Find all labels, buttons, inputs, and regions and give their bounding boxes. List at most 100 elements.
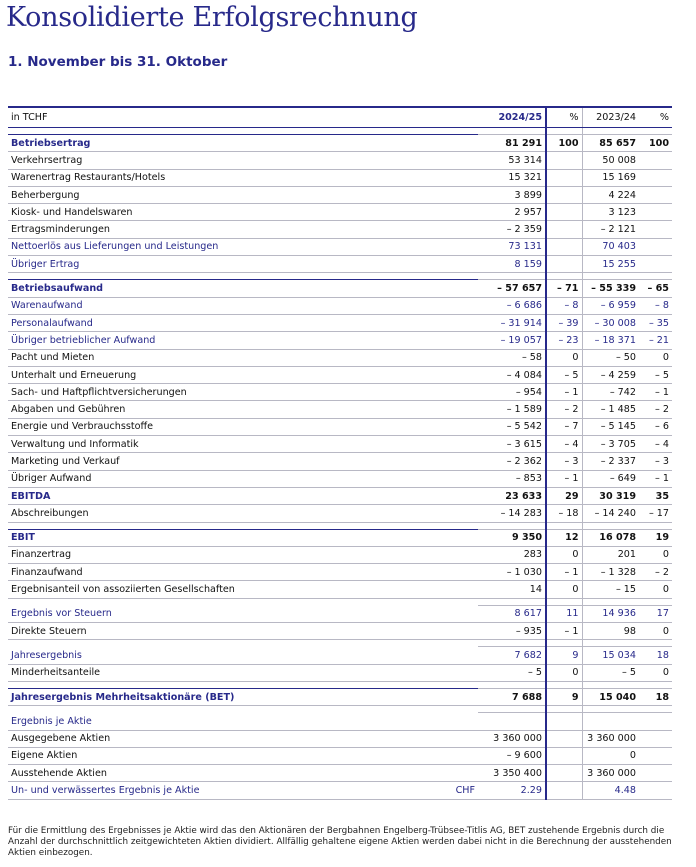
cell-cur-pct: – 2 (546, 400, 583, 419)
label-text: Ausstehende Aktien (11, 767, 107, 779)
label-text: EBITDA (11, 490, 51, 502)
cell-prev: – 5 145 (582, 418, 639, 437)
cell-cur-pct: 9 (546, 687, 583, 707)
table-row: Sach- und Haftpflichtversicherungen – 954… (8, 383, 672, 402)
row-label: Verkehrsertrag (8, 151, 478, 170)
row-label: Energie und Verbrauchsstoffe (8, 418, 478, 437)
spacer-cell (478, 639, 547, 648)
label-text: Unterhalt und Erneuerung (11, 369, 137, 381)
row-label: Finanzertrag (8, 546, 478, 565)
spacer-cell (639, 127, 672, 135)
table-row: Kiosk- und Handelswaren 2 957 3 123 (8, 203, 672, 222)
cell-cur: 14 (478, 580, 547, 599)
cell-cur: – 57 657 (478, 279, 547, 298)
row-label: CHF Un- und verwässertes Ergebnis je Akti… (8, 781, 478, 800)
spacer-cell (8, 128, 478, 135)
spacer-cell (639, 705, 672, 714)
label-text: Betriebsaufwand (11, 283, 104, 295)
spacer (8, 639, 672, 648)
cell-cur: 2.29 (478, 781, 547, 800)
row-label: Verwaltung und Informatik (8, 435, 478, 454)
label-text: Übriger Aufwand (11, 473, 92, 485)
cell-cur-pct (546, 747, 583, 766)
row-label: Warenaufwand (8, 297, 478, 315)
cell-prev: – 742 (582, 383, 639, 402)
cell-cur: – 31 914 (478, 314, 547, 333)
label-text: Nettoerlös aus Lieferungen und Leistunge… (11, 241, 219, 253)
cell-cur-pct (546, 151, 583, 170)
cell-cur: 3 899 (478, 186, 547, 205)
label-text: Übriger Ertrag (11, 258, 80, 270)
label-text: Verwaltung und Informatik (11, 438, 139, 450)
spacer-cell (478, 705, 547, 714)
table-row: Übriger betrieblicher Aufwand – 19 057– 2… (8, 331, 672, 350)
income-table: in TCHF 2024/25% 2023/24% Betriebsertrag 81 … (8, 106, 672, 800)
cell-prev-pct (639, 151, 672, 170)
cell-cur-pct: 0 (546, 546, 583, 565)
table-row: Abgaben und Gebühren – 1 589– 2– 1 485– 2 (8, 400, 672, 419)
spacer-cell (546, 272, 583, 281)
cell-cur: 8 617 (478, 605, 547, 624)
row-label: Übriger Aufwand (8, 470, 478, 488)
cell-prev: 30 319 (582, 486, 639, 506)
row-label: Beherbergung (8, 186, 478, 205)
header-row: in TCHF 2024/25% 2023/24% (8, 106, 672, 128)
row-label: Ergebnisanteil von assoziierten Gesellsc… (8, 580, 478, 599)
row-label: Abschreibungen (8, 504, 478, 523)
cell-cur: 53 314 (478, 151, 547, 170)
row-label: Übriger Ertrag (8, 255, 478, 274)
cell-prev: 15 034 (582, 646, 639, 665)
cell-cur-pct: 9 (546, 646, 583, 665)
label-text: Betriebsertrag (11, 137, 91, 149)
table-row: Verkehrsertrag 53 314 50 008 (8, 151, 672, 170)
cell-prev: 15 040 (582, 687, 639, 707)
cell-prev-pct: – 5 (639, 366, 672, 385)
spacer (8, 705, 672, 714)
table-row: Übriger Ertrag 8 159 15 255 (8, 255, 672, 274)
unit: CHF (455, 785, 475, 797)
cell-prev-pct: – 6 (639, 418, 672, 437)
cell-cur: 8 159 (478, 255, 547, 274)
table-row: Verwaltung und Informatik – 3 615– 4– 3 7… (8, 435, 672, 454)
cell-prev: 0 (582, 747, 639, 766)
row-label: Direkte Steuern (8, 622, 478, 641)
row-label: Ergebnis je Aktie (8, 712, 478, 731)
cell-prev-pct: 17 (639, 605, 672, 624)
cell-cur-pct: – 18 (546, 504, 583, 523)
cell-prev-pct: – 8 (639, 297, 672, 315)
spacer-cell (478, 272, 547, 281)
cell-prev: 3 123 (582, 203, 639, 222)
cell-prev: – 2 121 (582, 220, 639, 239)
column-header: % (546, 106, 583, 128)
cell-cur-pct: 100 (546, 133, 583, 153)
table-row: Jahresergebnis 7 682 9 15 034 18 (8, 646, 672, 665)
cell-cur-pct: – 4 (546, 435, 583, 454)
row-label: EBITDA (8, 486, 478, 506)
label-text: Energie und Verbrauchsstoffe (11, 421, 153, 433)
cell-prev-pct (639, 255, 672, 274)
table-row: Unterhalt und Erneuerung – 4 084– 5– 4 25… (8, 366, 672, 385)
table-row: Übriger Aufwand – 853– 1– 649– 1 (8, 470, 672, 488)
spacer (8, 681, 672, 689)
spacer-cell (582, 272, 639, 281)
label-text: Eigene Aktien (11, 750, 78, 762)
cell-prev: 3 360 000 (582, 764, 639, 783)
cell-cur-pct: – 23 (546, 331, 583, 350)
cell-prev-pct: 0 (639, 580, 672, 599)
cell-cur: 283 (478, 546, 547, 565)
cell-prev-pct: 0 (639, 349, 672, 367)
cell-prev: 15 255 (582, 255, 639, 274)
spacer-cell (8, 681, 478, 688)
cell-cur-pct: 11 (546, 605, 583, 624)
label-text: Un- und verwässertes Ergebnis je Aktie (11, 785, 200, 797)
spacer-cell (639, 272, 672, 281)
cell-cur-pct: – 1 (546, 470, 583, 488)
table-row: Finanzaufwand – 1 030– 1– 1 328– 2 (8, 563, 672, 582)
cell-prev-pct: – 21 (639, 331, 672, 350)
cell-cur-pct: – 5 (546, 366, 583, 385)
spacer-cell (8, 522, 478, 529)
cell-cur: – 1 030 (478, 563, 547, 582)
column-header: % (639, 106, 672, 128)
cell-cur-pct (546, 169, 583, 187)
